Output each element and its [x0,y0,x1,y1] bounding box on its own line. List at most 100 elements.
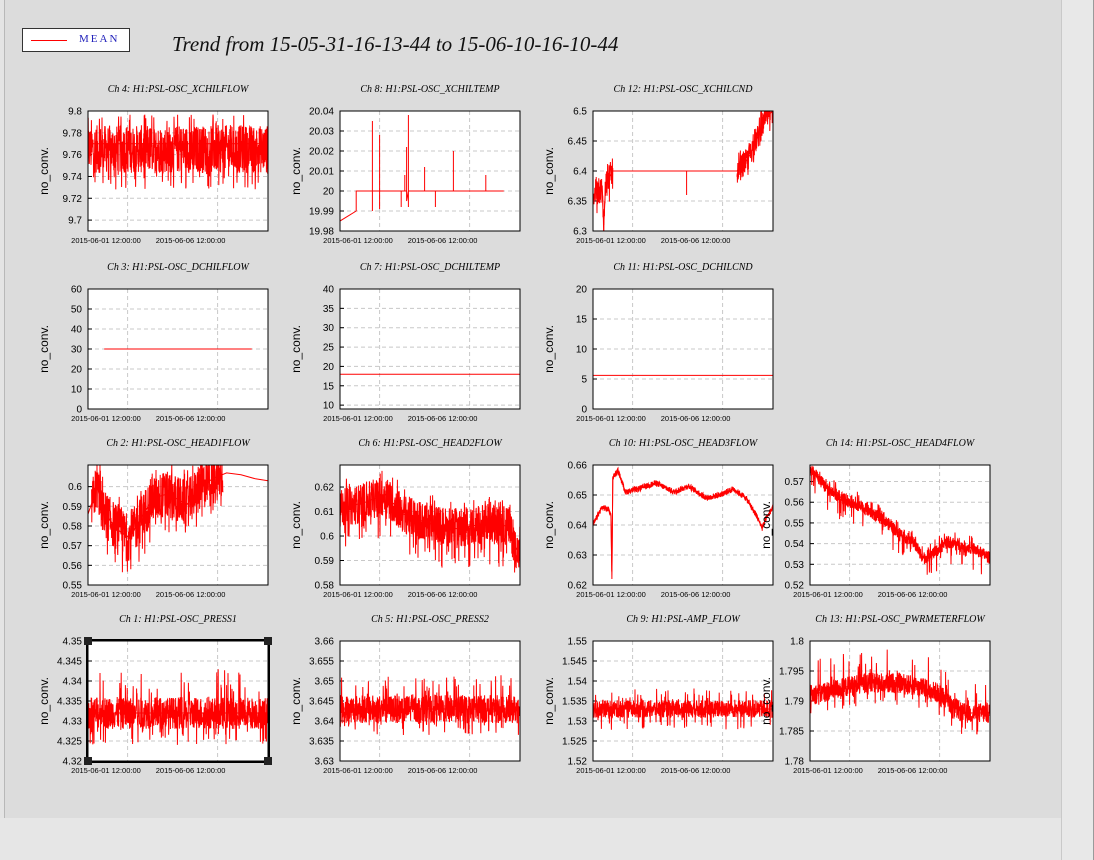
ch-9-ytick-label-1: 1.525 [562,737,587,748]
ch-12-series-mean [593,111,773,226]
ch-3-ytick-label-2: 20 [71,365,83,376]
ch-12-xtick-label-1: 2015-06-06 12:00:00 [661,236,731,245]
ch-10-xtick-label-1: 2015-06-06 12:00:00 [661,590,731,599]
ch-11-ylabel: no_conv. [542,325,556,373]
ch-14-title: Ch 14: H1:PSL-OSC_HEAD4FLOW [826,438,976,449]
ch-1-ytick-label-2: 4.33 [63,717,83,728]
ch-1-selection-handle-1 [264,637,272,645]
ch-9-ytick-label-5: 1.545 [562,657,587,668]
ch-2-ylabel: no_conv. [37,501,51,549]
ch-7-ytick-label-2: 20 [323,362,335,373]
ch-7-ytick-label-5: 35 [323,304,335,315]
ch-2-title: Ch 2: H1:PSL-OSC_HEAD1FLOW [106,438,251,449]
ch-12-title: Ch 12: H1:PSL-OSC_XCHILCND [614,84,754,95]
ch-1-title: Ch 1: H1:PSL-OSC_PRESS1 [119,614,237,625]
ch-5-ytick-label-4: 3.65 [315,677,335,688]
ch-9-ytick-label-6: 1.55 [568,637,588,648]
ch-1-ylabel: no_conv. [37,677,51,725]
ch-4-ytick-label-3: 9.76 [63,150,83,161]
ch-11-plot-area [593,289,773,409]
ch-5-xtick-label-1: 2015-06-06 12:00:00 [408,766,478,775]
ch-13-title: Ch 13: H1:PSL-OSC_PWRMETERFLOW [815,614,986,625]
ch-12-ytick-label-0: 6.3 [573,227,587,238]
ch-14-frame [809,464,991,586]
ch-6-ytick-label-1: 0.59 [315,556,335,567]
ch-13-frame [809,640,991,762]
ch-3-ytick-label-3: 30 [71,345,83,356]
ch-14-series-noise-0 [810,465,990,575]
ch-2-xtick-label-0: 2015-06-01 12:00:00 [71,590,141,599]
ch-3-ytick-label-0: 0 [76,405,82,416]
ch-1-ytick-label-3: 4.335 [57,697,82,708]
ch-2-series-noise-0 [91,465,224,573]
ch-7-xtick-label-0: 2015-06-01 12:00:00 [323,414,393,423]
ch-7-frame [339,288,521,410]
legend-label-mean: MEAN [79,33,120,45]
legend-box[interactable]: MEAN [22,28,130,52]
ch-1-ytick-label-5: 4.345 [57,657,82,668]
ch-10-ytick-label-1: 0.63 [568,551,588,562]
ch-12-xtick-label-0: 2015-06-01 12:00:00 [576,236,646,245]
ch-10-ytick-label-2: 0.64 [568,521,588,532]
ch-6-series-noise-0 [340,470,520,573]
ch-6-frame [339,464,521,586]
ch-1-selection-border [86,639,270,763]
ch-10-plot-area [593,465,773,585]
ch-2-ytick-label-5: 0.6 [68,482,82,493]
ch-7-ytick-label-0: 10 [323,401,335,412]
ch-9-series-noise-0 [593,688,773,730]
ch-4-ytick-label-4: 9.78 [63,128,83,139]
ch-3-ytick-label-4: 40 [71,325,83,336]
ch-11-ytick-label-1: 5 [581,375,587,386]
ch-5-ytick-label-3: 3.645 [309,697,334,708]
ch-9-ytick-label-3: 1.535 [562,697,587,708]
ch-8-xtick-label-0: 2015-06-01 12:00:00 [323,236,393,245]
ch-13-xtick-label-0: 2015-06-01 12:00:00 [793,766,863,775]
ch-8-xtick-label-1: 2015-06-06 12:00:00 [408,236,478,245]
ch-7-ylabel: no_conv. [289,325,303,373]
ch-13-ytick-label-2: 1.79 [785,697,805,708]
ch-12-frame [592,110,774,232]
ch-4-ytick-label-0: 9.7 [68,216,82,227]
ch-1-ytick-label-1: 4.325 [57,737,82,748]
ch-13-ytick-label-3: 1.795 [779,667,804,678]
ch-4-title: Ch 4: H1:PSL-OSC_XCHILFLOW [108,84,250,95]
ch-3-ylabel: no_conv. [37,325,51,373]
ch-1-ytick-label-6: 4.35 [63,637,83,648]
ch-8-ytick-label-4: 20.02 [309,147,334,158]
ch-3-ytick-label-6: 60 [71,285,83,296]
ch-2-ytick-label-2: 0.57 [63,541,83,552]
ch-11-frame [592,288,774,410]
ch-3-xtick-label-0: 2015-06-01 12:00:00 [71,414,141,423]
ch-3-xtick-label-1: 2015-06-06 12:00:00 [156,414,226,423]
ch-7-title: Ch 7: H1:PSL-OSC_DCHILTEMP [360,262,500,273]
ch-1-series-noise-0 [88,669,268,745]
ch-14-plot-area [810,465,990,585]
ch-11-title: Ch 11: H1:PSL-OSC_DCHILCND [613,262,753,273]
ch-2-ytick-label-0: 0.55 [63,581,83,592]
ch-9-xtick-label-1: 2015-06-06 12:00:00 [661,766,731,775]
ch-3-frame [87,288,269,410]
ch-12-ytick-label-2: 6.4 [573,167,587,178]
ch-8-ytick-label-0: 19.98 [309,227,334,238]
ch-11-xtick-label-0: 2015-06-01 12:00:00 [576,414,646,423]
ch-6-ytick-label-4: 0.62 [315,483,335,494]
ch-5-ytick-label-0: 3.63 [315,757,335,768]
ch-7-ytick-label-1: 15 [323,381,335,392]
ch-8-plot-area [340,111,520,231]
ch-2-xtick-label-1: 2015-06-06 12:00:00 [156,590,226,599]
ch-11-ytick-label-0: 0 [581,405,587,416]
ch-6-ytick-label-3: 0.61 [315,507,335,518]
right-scroll-rail[interactable] [1061,0,1094,860]
ch-7-xtick-label-1: 2015-06-06 12:00:00 [408,414,478,423]
ch-14-ytick-label-0: 0.52 [785,581,805,592]
ch-5-ylabel: no_conv. [289,677,303,725]
ch-14-ytick-label-4: 0.56 [785,498,805,509]
ch-14-series-mean [810,468,990,559]
ch-8-ytick-label-3: 20.01 [309,167,334,178]
legend-swatch-mean [31,40,67,41]
ch-2-frame [87,464,269,586]
ch-6-xtick-label-1: 2015-06-06 12:00:00 [408,590,478,599]
ch-14-xtick-label-1: 2015-06-06 12:00:00 [878,590,948,599]
